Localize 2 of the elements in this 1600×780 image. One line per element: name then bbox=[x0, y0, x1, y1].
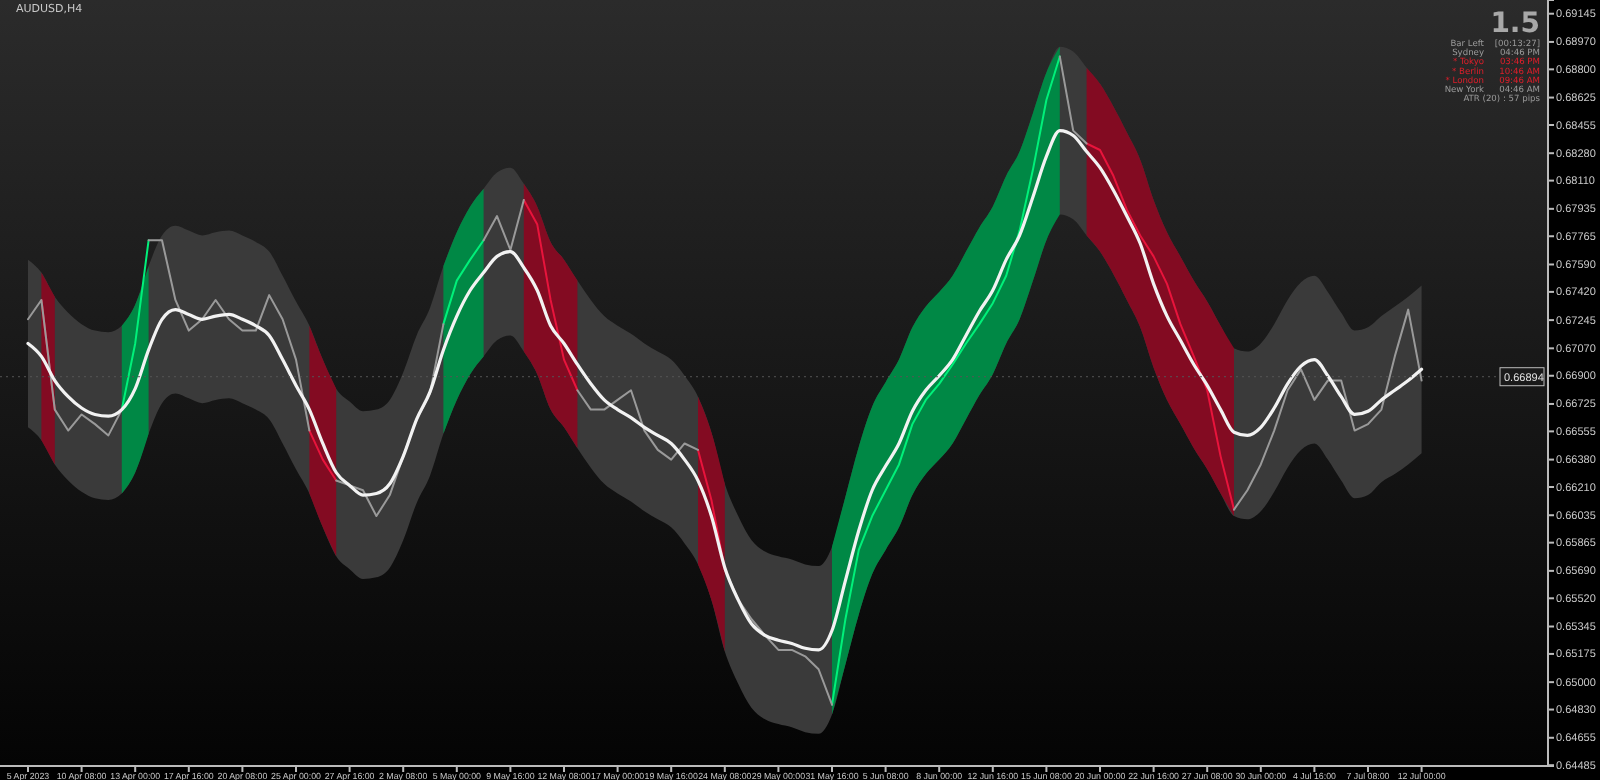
text: 1.5 bbox=[1490, 8, 1540, 40]
line-series bbox=[26, 129, 1424, 652]
